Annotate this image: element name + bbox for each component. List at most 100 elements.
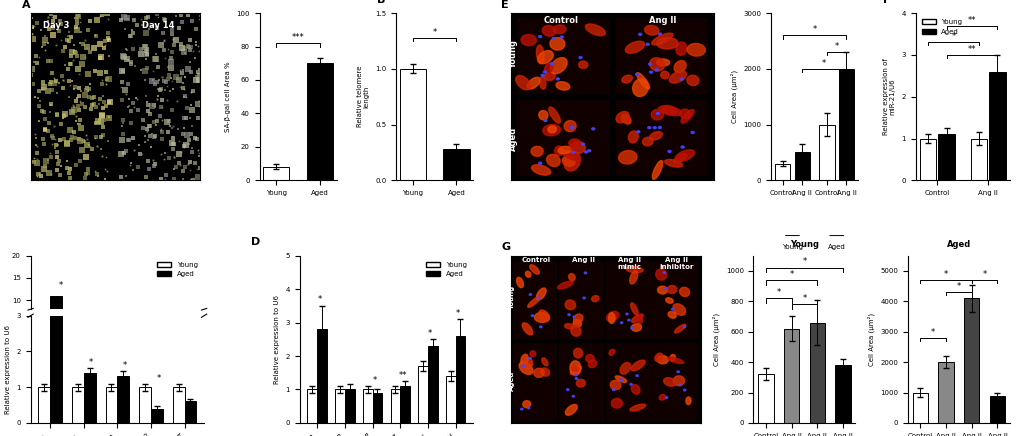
Y-axis label: Relative expression of
miR-21/U6: Relative expression of miR-21/U6 — [882, 58, 895, 135]
Text: F: F — [881, 0, 890, 5]
Text: *: * — [956, 282, 960, 291]
Ellipse shape — [667, 150, 671, 153]
Ellipse shape — [565, 300, 575, 310]
Ellipse shape — [654, 353, 662, 361]
Ellipse shape — [531, 146, 542, 156]
Bar — [809, 323, 824, 423]
Text: Ang II
inhibitor: Ang II inhibitor — [658, 257, 693, 270]
Text: *: * — [89, 358, 94, 367]
Text: *: * — [373, 376, 377, 385]
Ellipse shape — [674, 324, 685, 333]
Text: E: E — [500, 0, 507, 10]
Text: A: A — [22, 0, 31, 10]
Text: *: * — [428, 329, 432, 338]
Bar — [106, 341, 117, 345]
Ellipse shape — [585, 354, 594, 362]
Ellipse shape — [630, 404, 645, 411]
Ellipse shape — [568, 274, 575, 281]
Ellipse shape — [587, 150, 590, 152]
Bar — [988, 72, 1005, 181]
Ellipse shape — [569, 139, 581, 148]
Ellipse shape — [555, 82, 570, 90]
Bar — [317, 329, 326, 423]
Ellipse shape — [632, 79, 648, 96]
Ellipse shape — [536, 288, 545, 300]
Text: *: * — [432, 27, 436, 37]
Ellipse shape — [608, 313, 614, 324]
Y-axis label: Relative expression to U6: Relative expression to U6 — [273, 295, 279, 384]
Ellipse shape — [527, 77, 540, 89]
Ellipse shape — [625, 41, 644, 53]
Bar — [513, 343, 556, 419]
Ellipse shape — [676, 42, 686, 55]
Ellipse shape — [628, 131, 638, 143]
Ellipse shape — [529, 358, 531, 359]
Text: *: * — [930, 328, 934, 337]
Ellipse shape — [538, 36, 541, 37]
Ellipse shape — [652, 126, 655, 129]
Text: *: * — [943, 270, 948, 279]
Text: *: * — [834, 42, 838, 51]
Bar — [50, 296, 62, 345]
Ellipse shape — [550, 63, 553, 65]
Y-axis label: Cell Area (μm²): Cell Area (μm²) — [712, 313, 719, 366]
Bar — [151, 409, 162, 423]
Ellipse shape — [573, 316, 575, 318]
Bar — [399, 69, 425, 181]
Ellipse shape — [658, 395, 665, 400]
Ellipse shape — [630, 384, 632, 385]
Ellipse shape — [534, 313, 549, 323]
Bar — [615, 100, 707, 175]
Ellipse shape — [541, 358, 547, 366]
Ellipse shape — [554, 146, 562, 156]
Ellipse shape — [630, 327, 633, 329]
Bar — [184, 342, 196, 345]
Ellipse shape — [631, 360, 644, 371]
Ellipse shape — [522, 323, 532, 335]
Ellipse shape — [620, 379, 622, 381]
Text: **: ** — [398, 371, 407, 380]
Ellipse shape — [559, 36, 562, 38]
Bar — [263, 167, 289, 181]
Y-axis label: Cell Area (μm²): Cell Area (μm²) — [866, 313, 873, 366]
Ellipse shape — [683, 326, 685, 327]
Ellipse shape — [668, 71, 686, 83]
Legend: Young, Aged: Young, Aged — [155, 259, 201, 280]
Ellipse shape — [679, 384, 681, 385]
Bar — [652, 261, 696, 337]
Ellipse shape — [531, 165, 550, 175]
Ellipse shape — [626, 313, 628, 315]
Text: *: * — [156, 374, 160, 383]
Ellipse shape — [549, 37, 565, 50]
Ellipse shape — [575, 378, 577, 379]
Ellipse shape — [525, 271, 530, 277]
Text: **: ** — [967, 16, 975, 25]
Text: *: * — [821, 59, 825, 68]
Bar — [818, 125, 834, 181]
Ellipse shape — [657, 126, 660, 129]
Bar — [912, 392, 927, 423]
Ellipse shape — [666, 286, 676, 293]
Bar — [605, 261, 649, 337]
Ellipse shape — [575, 374, 577, 376]
Text: *: * — [802, 257, 806, 266]
Ellipse shape — [630, 303, 637, 315]
Ellipse shape — [649, 132, 661, 140]
Bar — [794, 153, 809, 181]
Ellipse shape — [657, 286, 666, 294]
Title: Young: Young — [789, 240, 818, 249]
Ellipse shape — [636, 131, 639, 133]
Bar — [50, 30, 62, 423]
Ellipse shape — [564, 152, 580, 171]
Ellipse shape — [656, 59, 669, 66]
Ellipse shape — [521, 34, 536, 46]
Ellipse shape — [683, 389, 685, 391]
Ellipse shape — [557, 281, 573, 289]
Bar — [151, 343, 162, 345]
Bar — [106, 387, 117, 423]
Ellipse shape — [576, 379, 585, 387]
Y-axis label: SA-β-gal cell Area %: SA-β-gal cell Area % — [224, 61, 230, 132]
Ellipse shape — [664, 287, 666, 289]
Ellipse shape — [681, 146, 684, 148]
Bar — [39, 387, 50, 423]
